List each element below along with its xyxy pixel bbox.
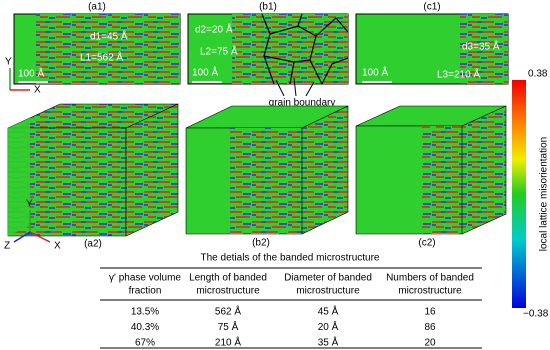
table-cell: 20	[424, 338, 436, 349]
annotation: d3=35 Å	[462, 40, 500, 53]
table: γ' phase volume fraction Length of banded m…	[109, 273, 474, 349]
scale-label: 100 Å	[362, 66, 388, 79]
axis-label: Y	[26, 199, 33, 210]
colorbar	[512, 80, 526, 308]
panel-a1	[13, 13, 181, 85]
table-header: Numbers of banded	[386, 273, 474, 284]
table-cell: 45 Å	[318, 305, 339, 318]
axes-icon	[9, 68, 30, 91]
panel-label: (b1)	[259, 2, 277, 13]
annotation: L3=210 Å	[437, 68, 480, 81]
grain-boundary-label: grain boundary	[269, 98, 336, 109]
box-c2	[355, 105, 507, 235]
table-cell: 35 Å	[318, 336, 339, 349]
table-cell: 20 Å	[318, 320, 339, 333]
table-cell: 16	[424, 307, 436, 318]
panel-label: (a1)	[88, 2, 106, 13]
table-header: microstructure	[296, 286, 360, 297]
scale-label: 100 Å	[18, 67, 44, 80]
axis-label: X	[34, 85, 41, 96]
box-a2	[7, 103, 179, 237]
table-cell: 40.3%	[131, 322, 159, 333]
table-header: γ' phase volume	[109, 273, 181, 284]
colorbar-label: local lattice misorientation	[539, 137, 550, 252]
table-header: microstructure	[196, 286, 260, 297]
colorbar-min: −0.38	[523, 309, 549, 320]
annotation: L1=562 Å	[80, 51, 123, 64]
table-title: The detials of the banded microstructure	[201, 253, 380, 264]
panel-label: (c2)	[418, 238, 435, 249]
axis-label: X	[54, 241, 61, 252]
table-cell: 210 Å	[215, 336, 241, 349]
panel-c1	[355, 13, 509, 85]
annotation: L2=75 Å	[200, 45, 238, 58]
table-cell: 67%	[135, 338, 155, 349]
panel-label: (a2)	[84, 239, 102, 250]
table-header: microstructure	[398, 286, 462, 297]
axis-label: Y	[5, 57, 12, 68]
colorbar-max: 0.38	[528, 69, 548, 80]
scale-label: 100 Å	[192, 66, 218, 79]
box-b2	[185, 105, 349, 235]
axis-label: Z	[4, 241, 10, 252]
table-cell: 562 Å	[215, 305, 241, 318]
annotation: d1=45 Å	[90, 30, 128, 43]
table-cell: 13.5%	[131, 307, 159, 318]
table-cell: 75 Å	[218, 320, 239, 333]
table-header: Diameter of banded	[284, 273, 372, 284]
panel-label: (b2)	[252, 238, 270, 249]
axes-3d-icon	[13, 210, 51, 243]
panel-b1	[187, 13, 349, 97]
table-header: fraction	[129, 286, 162, 297]
panel-label: (c1)	[423, 2, 440, 13]
annotation: d2=20 Å	[195, 23, 233, 36]
table-header: Length of banded	[189, 273, 267, 284]
table-cell: 86	[424, 322, 436, 333]
